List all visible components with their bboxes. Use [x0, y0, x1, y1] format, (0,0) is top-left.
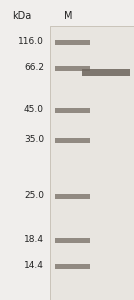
Bar	[55, 40, 90, 44]
Text: 25.0: 25.0	[24, 191, 44, 200]
Bar	[55, 263, 90, 268]
Text: 14.4: 14.4	[24, 262, 44, 271]
Bar	[55, 137, 90, 142]
Bar	[82, 68, 130, 76]
Text: M: M	[64, 11, 72, 21]
Bar	[50, 26, 134, 300]
Bar	[55, 107, 90, 112]
Bar	[55, 194, 90, 199]
Text: 18.4: 18.4	[24, 236, 44, 244]
Text: 116.0: 116.0	[18, 38, 44, 46]
Text: 45.0: 45.0	[24, 106, 44, 115]
Bar	[55, 238, 90, 242]
Text: kDa: kDa	[12, 11, 32, 21]
Bar	[55, 65, 90, 70]
Text: 66.2: 66.2	[24, 64, 44, 73]
Text: 35.0: 35.0	[24, 136, 44, 145]
